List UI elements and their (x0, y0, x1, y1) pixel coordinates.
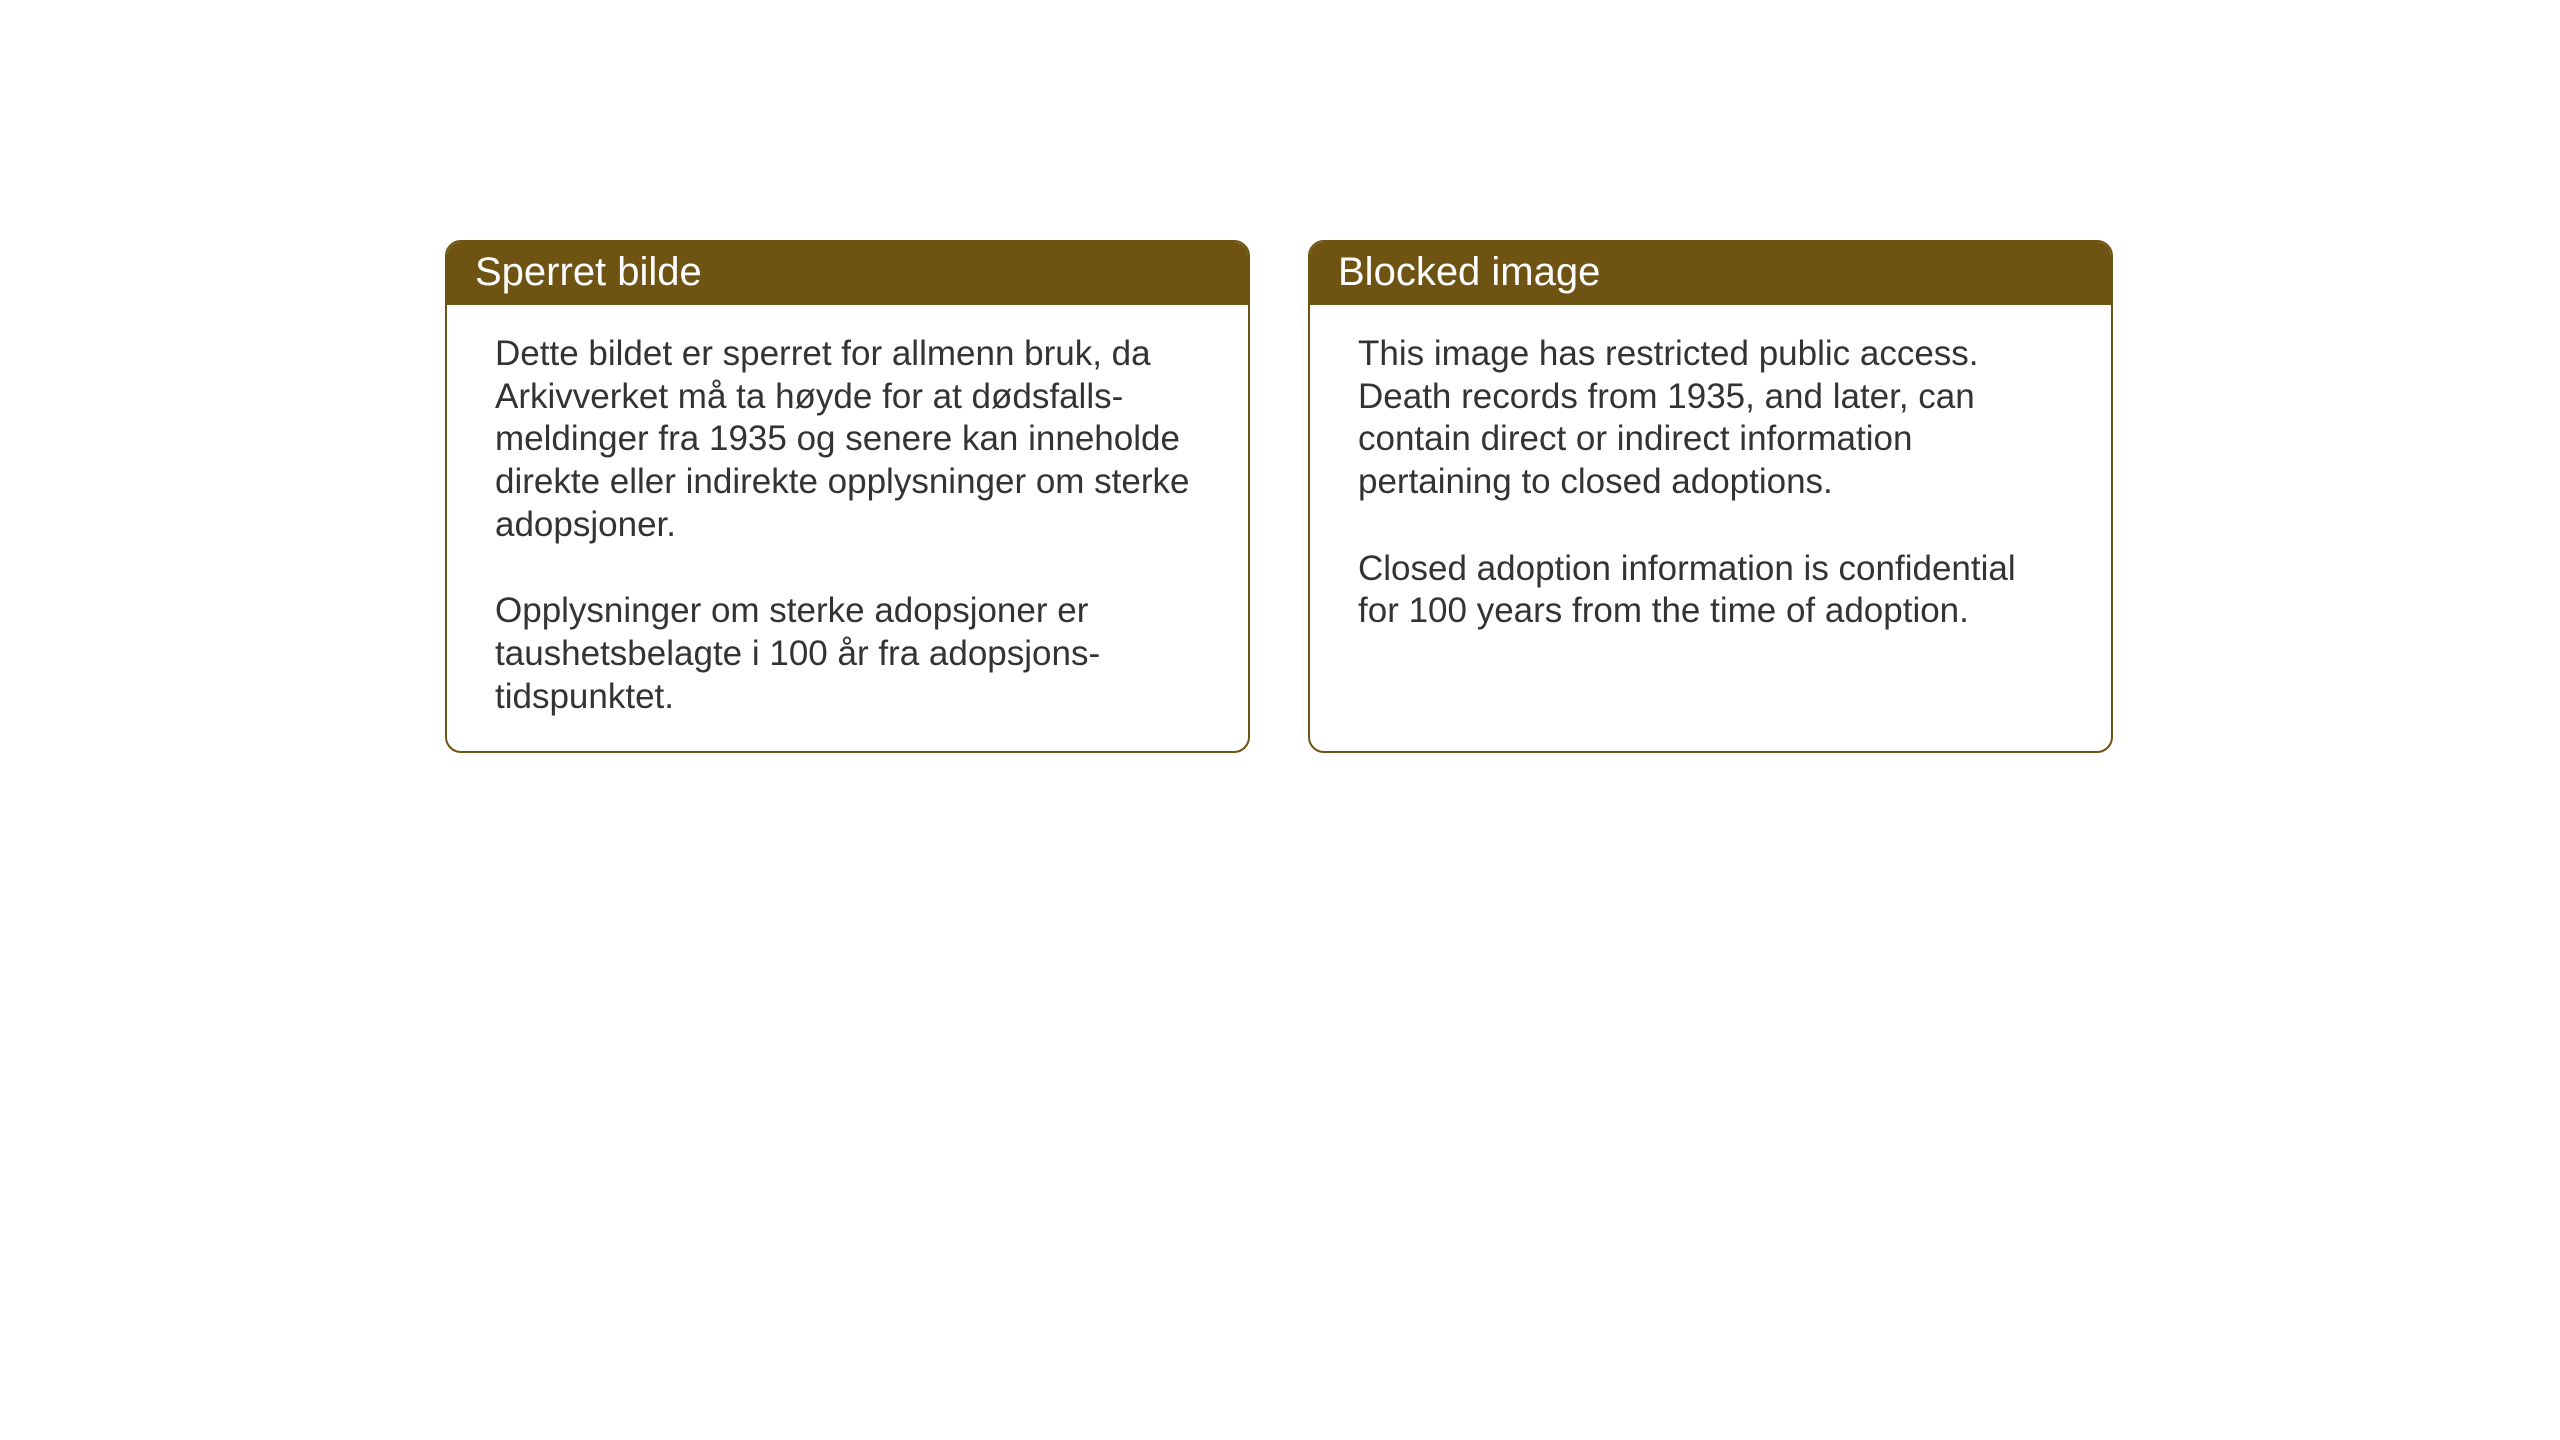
card-paragraph-norwegian-1: Dette bildet er sperret for allmenn bruk… (495, 333, 1200, 546)
card-paragraph-english-2: Closed adoption information is confident… (1358, 548, 2063, 633)
card-header-norwegian: Sperret bilde (447, 242, 1248, 305)
card-body-english: This image has restricted public access.… (1310, 305, 2111, 749)
notice-card-english: Blocked image This image has restricted … (1308, 240, 2113, 753)
notice-card-norwegian: Sperret bilde Dette bildet er sperret fo… (445, 240, 1250, 753)
notice-cards-container: Sperret bilde Dette bildet er sperret fo… (445, 240, 2113, 753)
card-paragraph-norwegian-2: Opplysninger om sterke adopsjoner er tau… (495, 590, 1200, 718)
card-paragraph-english-1: This image has restricted public access.… (1358, 333, 2063, 504)
card-body-norwegian: Dette bildet er sperret for allmenn bruk… (447, 305, 1248, 751)
card-header-english: Blocked image (1310, 242, 2111, 305)
card-title-english: Blocked image (1338, 250, 1600, 294)
card-title-norwegian: Sperret bilde (475, 250, 702, 294)
